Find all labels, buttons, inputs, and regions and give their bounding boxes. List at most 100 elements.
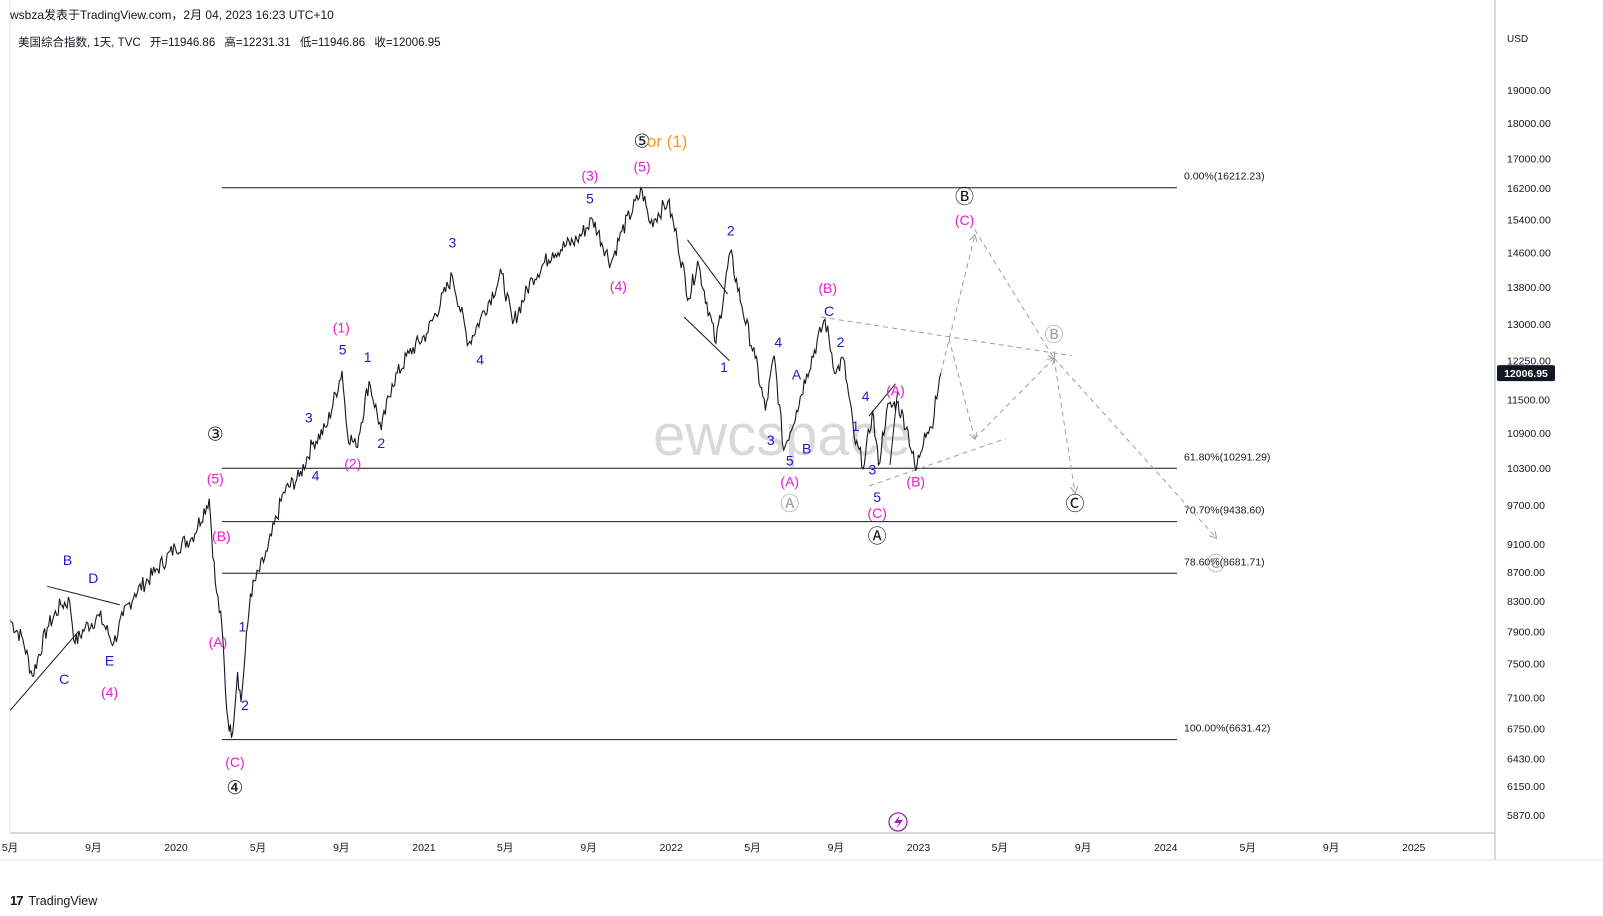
x-tick-label: 2024: [1154, 842, 1178, 854]
wave-label: Ⓒ: [1206, 553, 1225, 575]
ohlc-close: 收=12006.95: [374, 37, 441, 49]
y-tick-label: 6150.00: [1507, 781, 1545, 793]
y-tick-label: 7100.00: [1507, 692, 1545, 704]
ohlc-low: 低=11946.86: [299, 37, 366, 49]
wave-label: 2: [241, 697, 249, 713]
fib-level-label: 100.00%(6631.42): [1184, 723, 1270, 735]
fib-level-label: 78.60%(8681.71): [1184, 556, 1265, 568]
projection-arrow: [974, 229, 1054, 359]
y-tick-label: 9700.00: [1507, 500, 1545, 512]
wave-label: ⑤: [634, 131, 651, 152]
wave-label: 1: [852, 418, 860, 434]
y-tick-label: 18000.00: [1507, 118, 1551, 130]
y-tick-label: 6430.00: [1507, 754, 1545, 766]
x-tick-label: 9月: [828, 842, 844, 854]
ohlc-open: 开=11946.86: [149, 37, 216, 49]
x-tick-label: 2021: [412, 842, 436, 854]
x-tick-label: 2022: [660, 842, 684, 854]
projection-arrow: [1053, 358, 1075, 492]
wave-label: 3: [869, 461, 877, 477]
wave-label: (3): [581, 168, 598, 184]
y-tick-label: 9100.00: [1507, 539, 1545, 551]
trendline: [9, 631, 79, 711]
dashed-trendline: [868, 438, 1007, 487]
x-tick-label: 5月: [2, 842, 18, 854]
wave-label: (B): [212, 528, 231, 544]
wave-label: (C): [225, 754, 244, 770]
wave-label: (2): [344, 455, 361, 471]
wave-label: 5: [586, 190, 594, 206]
y-tick-label: 7900.00: [1507, 627, 1545, 639]
y-tick-label: 8300.00: [1507, 596, 1545, 608]
fib-level-label: 61.80%(10291.29): [1184, 451, 1270, 463]
y-tick-label: 19000.00: [1507, 85, 1551, 97]
wave-label: 5: [786, 452, 794, 468]
wave-label: (5): [634, 158, 651, 174]
wave-label: 2: [727, 222, 735, 238]
y-tick-label: 13000.00: [1507, 319, 1551, 331]
trendline: [868, 383, 896, 417]
wave-label: (B): [906, 474, 925, 490]
wave-label: (C): [955, 212, 974, 228]
wave-label: E: [105, 653, 114, 669]
x-tick-label: 2023: [907, 842, 931, 854]
x-tick-label: 5月: [744, 842, 760, 854]
currency-label: USD: [1507, 34, 1528, 45]
x-tick-label: 5月: [1240, 842, 1256, 854]
wave-label: 2: [837, 334, 845, 350]
x-tick-label: 9月: [580, 842, 596, 854]
trendline: [687, 239, 728, 295]
wave-label: 4: [476, 351, 484, 367]
wave-label: 2: [377, 435, 385, 451]
projection-arrow: [1053, 357, 1216, 537]
symbol-name[interactable]: 美国综合指数, 1天, TVC: [18, 37, 141, 49]
flash-icon[interactable]: [888, 812, 908, 832]
wave-label: (A): [209, 634, 228, 650]
last-price-badge: [1497, 365, 1555, 382]
wave-label: 1: [238, 618, 246, 634]
wave-label: (1): [333, 320, 350, 336]
symbol-legend: 美国综合指数, 1天, TVC 开=11946.86 高=12231.31 低=…: [18, 34, 447, 50]
wave-label: (B): [818, 280, 837, 296]
wave-label: 5: [339, 341, 347, 357]
y-tick-label: 15400.00: [1507, 214, 1551, 226]
wave-label: B: [63, 552, 72, 568]
y-tick-label: 8700.00: [1507, 567, 1545, 579]
wave-label: A: [792, 367, 802, 383]
wave-label: 1: [364, 349, 372, 365]
x-tick-label: 9月: [333, 842, 349, 854]
wave-label: (4): [610, 278, 627, 294]
wave-label: 3: [767, 432, 775, 448]
y-tick-label: 16200.00: [1507, 183, 1551, 195]
y-tick-label: 17000.00: [1507, 153, 1551, 165]
wave-label: D: [88, 570, 98, 586]
y-tick-label: 7500.00: [1507, 659, 1545, 671]
wave-label: Ⓐ: [780, 493, 799, 515]
projection-arrow: [948, 338, 975, 438]
wave-label: ④: [226, 778, 243, 799]
wave-label: 4: [774, 334, 782, 350]
wave-label: 4: [862, 388, 870, 404]
dashed-trendline: [820, 316, 1072, 357]
y-tick-label: 13800.00: [1507, 282, 1551, 294]
wave-label: Ⓒ: [1065, 493, 1084, 515]
wave-label: Ⓐ: [868, 525, 887, 547]
wave-label: or (1): [647, 132, 688, 151]
wave-label: Ⓑ: [1044, 324, 1063, 346]
wave-label: 4: [312, 468, 320, 484]
tradingview-brand: TradingView: [28, 893, 98, 908]
wave-label: 5: [873, 489, 881, 505]
wave-label: 3: [448, 235, 456, 251]
ohlc-high: 高=12231.31: [224, 37, 291, 49]
wave-label: 1: [720, 359, 728, 375]
tradingview-logo[interactable]: 17 TradingView: [10, 893, 97, 908]
author-line: wsbza发表于TradingView.com，2月 04, 2023 16:2…: [10, 8, 334, 22]
projection-arrow: [940, 236, 975, 374]
y-tick-label: 11500.00: [1507, 395, 1550, 407]
y-tick-label: 14600.00: [1507, 247, 1551, 259]
fib-level-label: 0.00%(16212.23): [1184, 171, 1265, 183]
x-tick-label: 5月: [497, 842, 513, 854]
last-price-label: 12006.95: [1504, 368, 1548, 380]
x-tick-label: 5月: [250, 842, 266, 854]
